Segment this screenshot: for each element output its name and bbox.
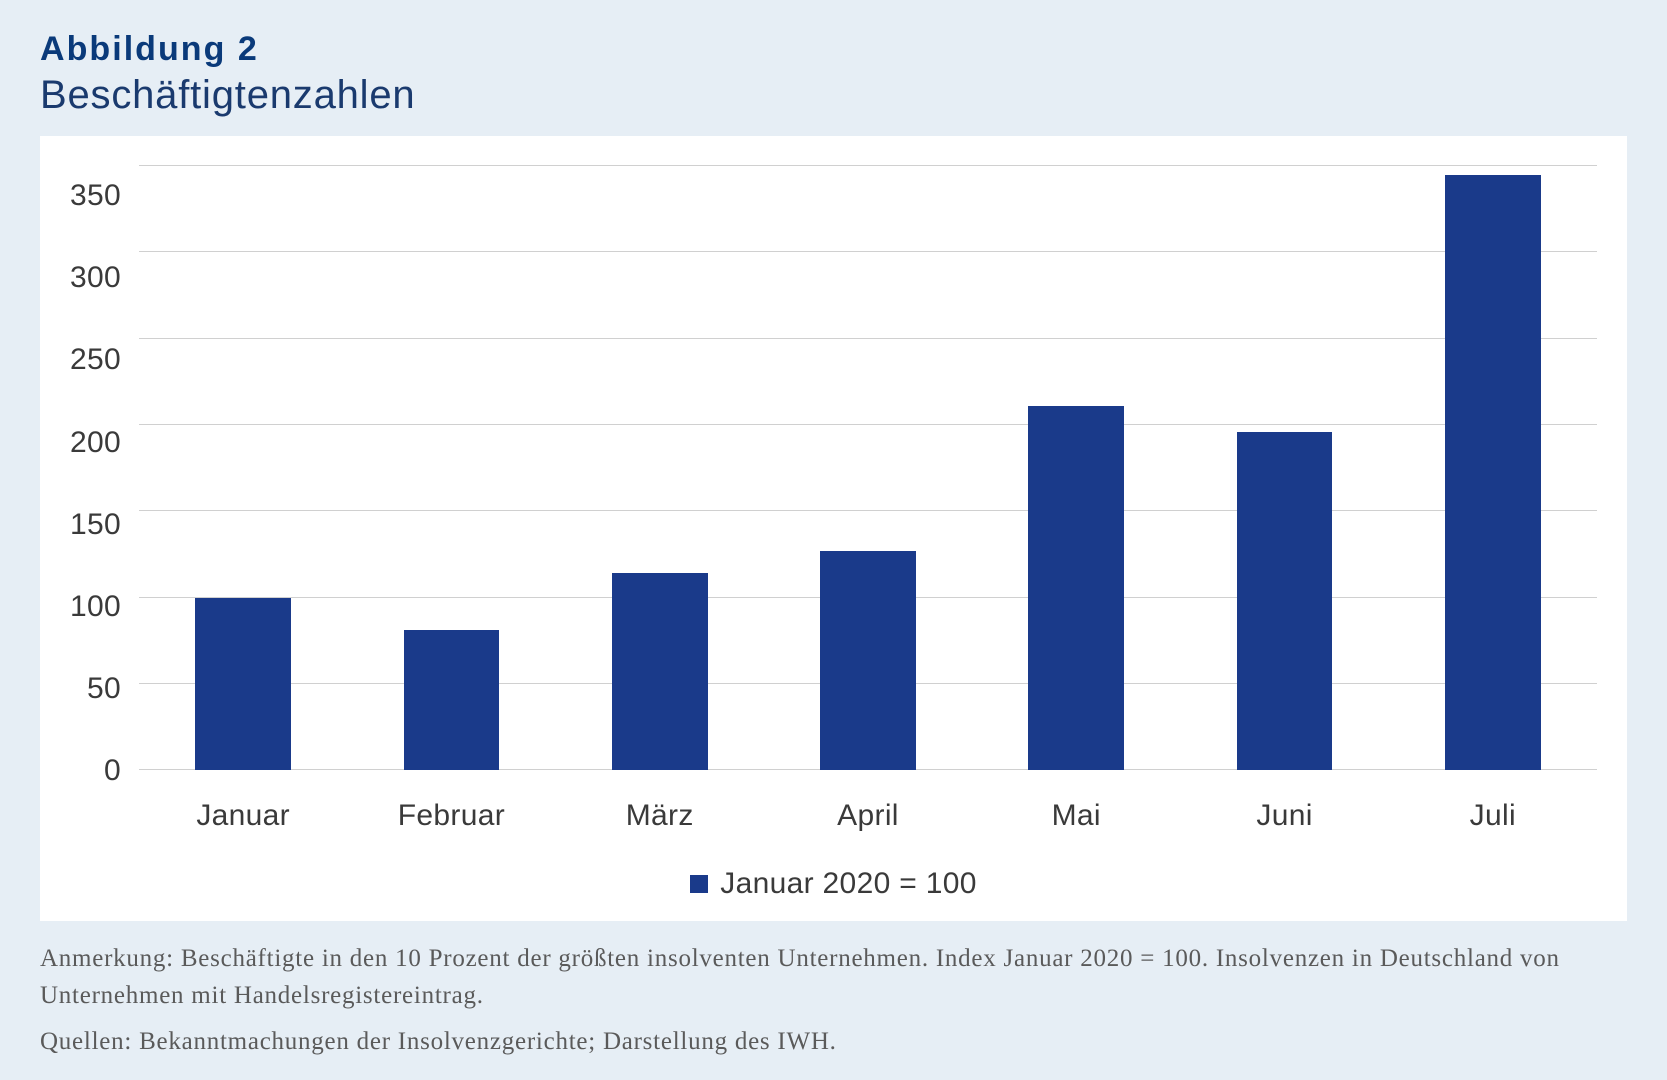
bar [1237,432,1333,770]
x-tick-label: März [556,799,764,833]
figure-container: Abbildung 2 Beschäftigtenzahlen 350 300 25… [0,0,1667,1080]
y-axis: 350300250200150100500 [70,166,139,771]
legend-label: Januar 2020 = 100 [720,867,977,901]
x-axis-labels: JanuarFebruarMärzAprilMaiJuniJuli [139,771,1597,833]
y-tick-label: 350 [70,181,121,211]
figure-title: Beschäftigtenzahlen [40,73,1627,118]
y-tick-label: 200 [70,428,121,458]
plot-area [139,166,1597,771]
bar-slot [347,166,555,770]
y-tick-label: 50 [87,674,121,704]
chart-panel: 350 300 250 200 150 100 50 0 JanuarFebruarMärzA… [40,136,1627,921]
legend-swatch-icon [690,875,708,893]
plot-row: 350300250200150100500 [70,166,1597,771]
x-tick-label: Januar [139,799,347,833]
y-tick-label: 100 [70,592,121,622]
bar [1028,406,1124,770]
bar-slot [556,166,764,770]
y-tick-label: 150 [70,510,121,540]
bar-slot [139,166,347,770]
figure-label: Abbildung 2 [40,30,1627,69]
footnote-note: Anmerkung: Beschäftigte in den 10 Prozen… [40,941,1627,1014]
x-tick-label: Februar [347,799,555,833]
bar [1445,175,1541,771]
x-tick-label: Juli [1389,799,1597,833]
bar-slot [1389,166,1597,770]
bar-slot [1180,166,1388,770]
bar-slot [764,166,972,770]
legend: Januar 2020 = 100 [70,833,1597,901]
title-block: Abbildung 2 Beschäftigtenzahlen [40,30,1627,118]
bar [612,573,708,770]
y-tick-label: 250 [70,345,121,375]
bar [404,630,500,770]
bar-slot [972,166,1180,770]
y-tick-label: 0 [104,756,121,786]
x-tick-label: Juni [1180,799,1388,833]
x-tick-label: Mai [972,799,1180,833]
x-tick-label: April [764,799,972,833]
bar [820,551,916,770]
bars-container [139,166,1597,770]
x-axis-row: JanuarFebruarMärzAprilMaiJuniJuli [70,771,1597,833]
footnote-sources: Quellen: Bekanntmachungen der Insolvenzg… [40,1024,1627,1060]
footnotes: Anmerkung: Beschäftigte in den 10 Prozen… [40,921,1627,1060]
y-tick-label: 300 [70,263,121,293]
bar [195,598,291,771]
